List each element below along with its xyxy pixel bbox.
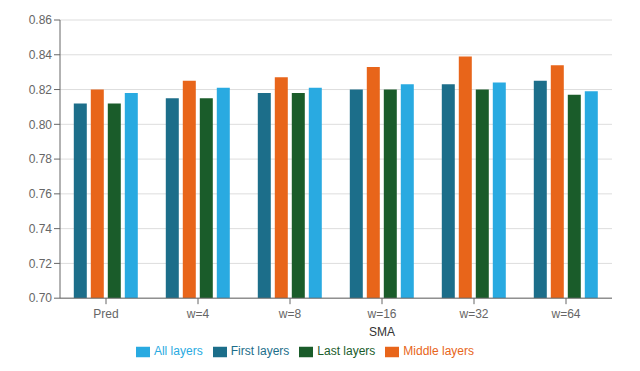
svg-text:0.86: 0.86 bbox=[29, 13, 53, 27]
svg-text:0.70: 0.70 bbox=[29, 291, 53, 305]
svg-text:Pred: Pred bbox=[93, 307, 118, 321]
svg-text:0.78: 0.78 bbox=[29, 152, 53, 166]
svg-text:w=16: w=16 bbox=[366, 307, 396, 321]
svg-text:0.80: 0.80 bbox=[29, 118, 53, 132]
svg-text:w=64: w=64 bbox=[550, 307, 580, 321]
svg-text:w=8: w=8 bbox=[278, 307, 302, 321]
html-text:Last layers: Last layers bbox=[317, 344, 376, 359]
html-text:First layers: First layers bbox=[230, 344, 290, 359]
html-text:All layers: All layers bbox=[154, 344, 203, 359]
svg-text:0.72: 0.72 bbox=[29, 257, 53, 271]
svg-text:0.84: 0.84 bbox=[29, 48, 53, 62]
svg-text:0.76: 0.76 bbox=[29, 187, 53, 201]
svg-text:SMA: SMA bbox=[369, 325, 395, 339]
svg-text:0.74: 0.74 bbox=[29, 222, 53, 236]
svg-text:w=4: w=4 bbox=[186, 307, 210, 321]
svg-text:w=32: w=32 bbox=[458, 307, 488, 321]
html-text:Middle layers: Middle layers bbox=[403, 344, 474, 359]
svg-text:0.82: 0.82 bbox=[29, 83, 53, 97]
